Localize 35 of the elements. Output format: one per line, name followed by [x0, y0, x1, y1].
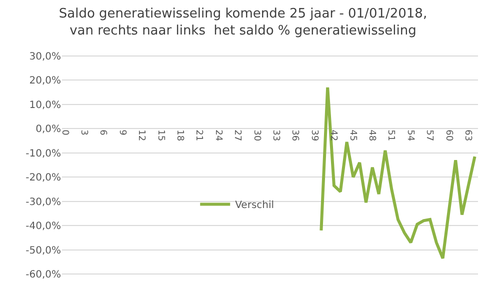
x-tick-label: 60	[443, 130, 454, 142]
y-tick-label: -20,0%	[26, 172, 61, 184]
x-tick-label: 27	[232, 130, 242, 142]
y-tick-label: -60,0%	[26, 270, 61, 280]
x-tick-label: 48	[366, 130, 376, 142]
x-tick-label: 30	[251, 130, 262, 142]
x-tick-label: 6	[98, 130, 108, 136]
y-tick-label: -40,0%	[26, 221, 61, 232]
x-tick-label: 42	[328, 130, 338, 142]
x-tick-label: 57	[424, 130, 434, 142]
x-tick-label: 15	[155, 130, 166, 142]
legend-label: Verschil	[235, 200, 274, 212]
x-tick-label: 36	[290, 130, 300, 142]
line-series	[320, 86, 476, 260]
x-tick-label: 63	[462, 130, 472, 142]
y-tick-label: -10,0%	[26, 148, 61, 160]
x-tick-label: 0	[59, 130, 70, 136]
y-tick-label: 20,0%	[29, 76, 61, 87]
y-tick-label: 10,0%	[29, 100, 61, 111]
x-tick-label: 24	[212, 130, 223, 142]
y-tick-label: 0,0%	[36, 124, 61, 136]
y-tick-label: -50,0%	[26, 245, 61, 256]
x-tick-label: 21	[194, 130, 204, 142]
y-tick-label: 30,0%	[29, 52, 61, 62]
x-tick-label: 3	[78, 130, 88, 136]
chart-title: Saldo generatiewisseling komende 25 jaar - 01/01/2018, van rechts naar links het saldo % generatiewisseling	[58, 6, 428, 38]
x-tick-label: 39	[308, 130, 319, 142]
x-tick-label: 9	[116, 130, 127, 136]
x-tick-label: 12	[136, 130, 146, 142]
x-tick-label: 18	[174, 130, 184, 142]
x-tick-label: 51	[386, 130, 396, 142]
x-tick-label: 45	[347, 130, 358, 142]
y-tick-label: -30,0%	[26, 196, 61, 208]
x-tick-label: 54	[404, 130, 415, 142]
x-tick-label: 33	[270, 130, 280, 142]
